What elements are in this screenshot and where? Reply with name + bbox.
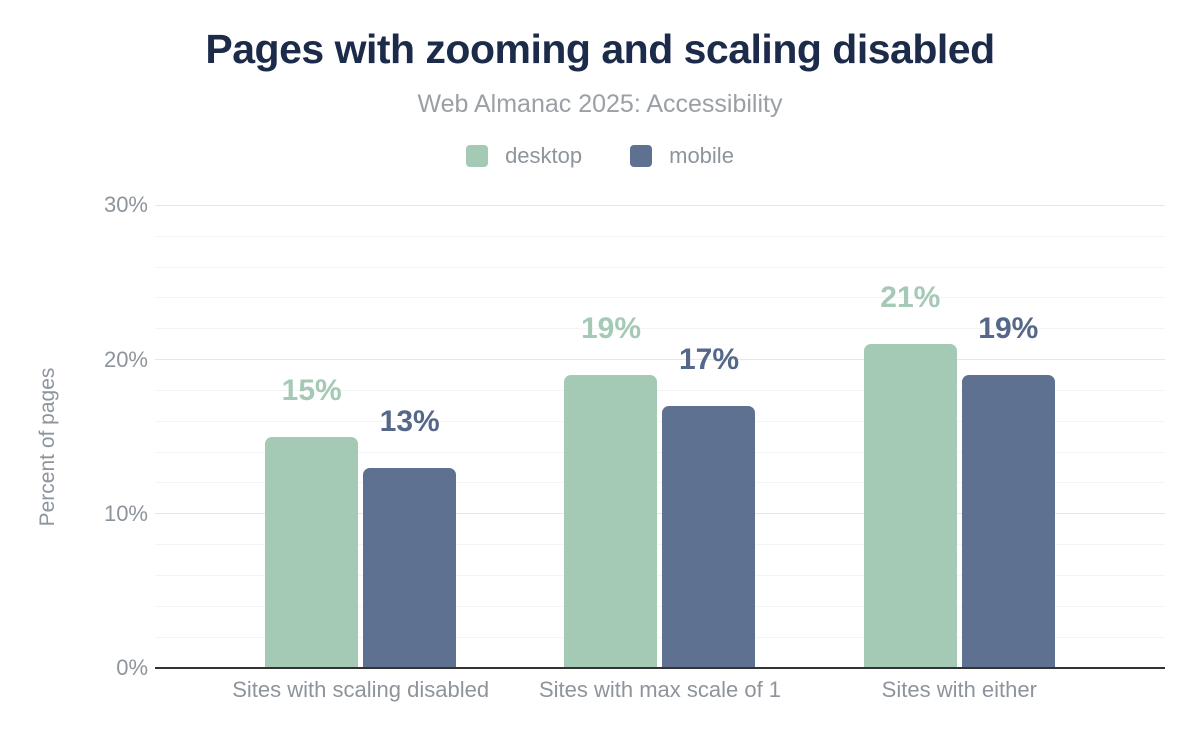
gridline [155, 574, 1165, 576]
gridline [155, 359, 1165, 361]
bar-desktop-1: 19% [564, 314, 658, 668]
legend-label-desktop: desktop [505, 143, 583, 168]
gridline [155, 513, 1165, 515]
gridline [155, 328, 1165, 330]
gridline [155, 482, 1165, 484]
legend-swatch-mobile [630, 145, 653, 167]
chart-title: Pages with zooming and scaling disabled [205, 26, 995, 72]
bar-mobile-0: 13% [363, 406, 457, 668]
y-tick-label: 20% [103, 346, 148, 372]
bar-desktop-2: 21% [863, 283, 957, 668]
bar-value-label: 17% [678, 342, 740, 376]
y-tick-label: 30% [103, 192, 148, 218]
x-axis-line [155, 667, 1165, 669]
gridline [155, 636, 1165, 638]
bar-mobile-1: 17% [662, 344, 756, 668]
legend-swatch-desktop [466, 145, 489, 167]
gridline [155, 544, 1165, 546]
bar-value-label: 21% [880, 281, 941, 315]
x-category-label-1: Sites with max scale of 1 [538, 677, 782, 702]
gridline [155, 266, 1165, 268]
gridline [155, 204, 1165, 206]
bars-row: 15% 13% 19% 17% 21% 19% [211, 190, 1109, 668]
gridline [155, 605, 1165, 607]
legend-item-desktop: desktop [466, 143, 582, 169]
y-tick-label: 10% [103, 500, 148, 526]
gridline [155, 451, 1165, 453]
y-tick-label: 0% [116, 655, 148, 680]
x-category-label-0: Sites with scaling disabled [232, 677, 490, 702]
x-category-label-2: Sites with either [881, 677, 1037, 702]
bar-value-label: 19% [580, 312, 642, 346]
x-axis-labels: Sites with scaling disabled Sites with ma… [155, 677, 1165, 703]
bar-group-0: 15% 13% [211, 190, 510, 668]
plot-area: 15% 13% 19% 17% 21% 19% [155, 190, 1165, 668]
legend-label-mobile: mobile [669, 143, 734, 168]
gridline [155, 297, 1165, 299]
chart-subtitle: Web Almanac 2025: Accessibility [417, 90, 783, 118]
bar-group-1: 19% 17% [510, 190, 809, 668]
bar-value-label: 15% [281, 373, 342, 407]
legend: desktop mobile [0, 143, 1200, 169]
gridline [155, 235, 1165, 237]
bar-value-label: 19% [978, 312, 1039, 346]
gridline [155, 389, 1165, 391]
y-axis-ticks: 0% 10% 20% 30% [0, 190, 148, 679]
bar-mobile-2: 19% [961, 314, 1055, 668]
bar-desktop-0: 15% [265, 375, 359, 668]
bar-value-label: 13% [379, 404, 440, 438]
gridline [155, 420, 1165, 422]
legend-item-mobile: mobile [630, 143, 734, 169]
bar-group-2: 21% 19% [810, 190, 1109, 668]
